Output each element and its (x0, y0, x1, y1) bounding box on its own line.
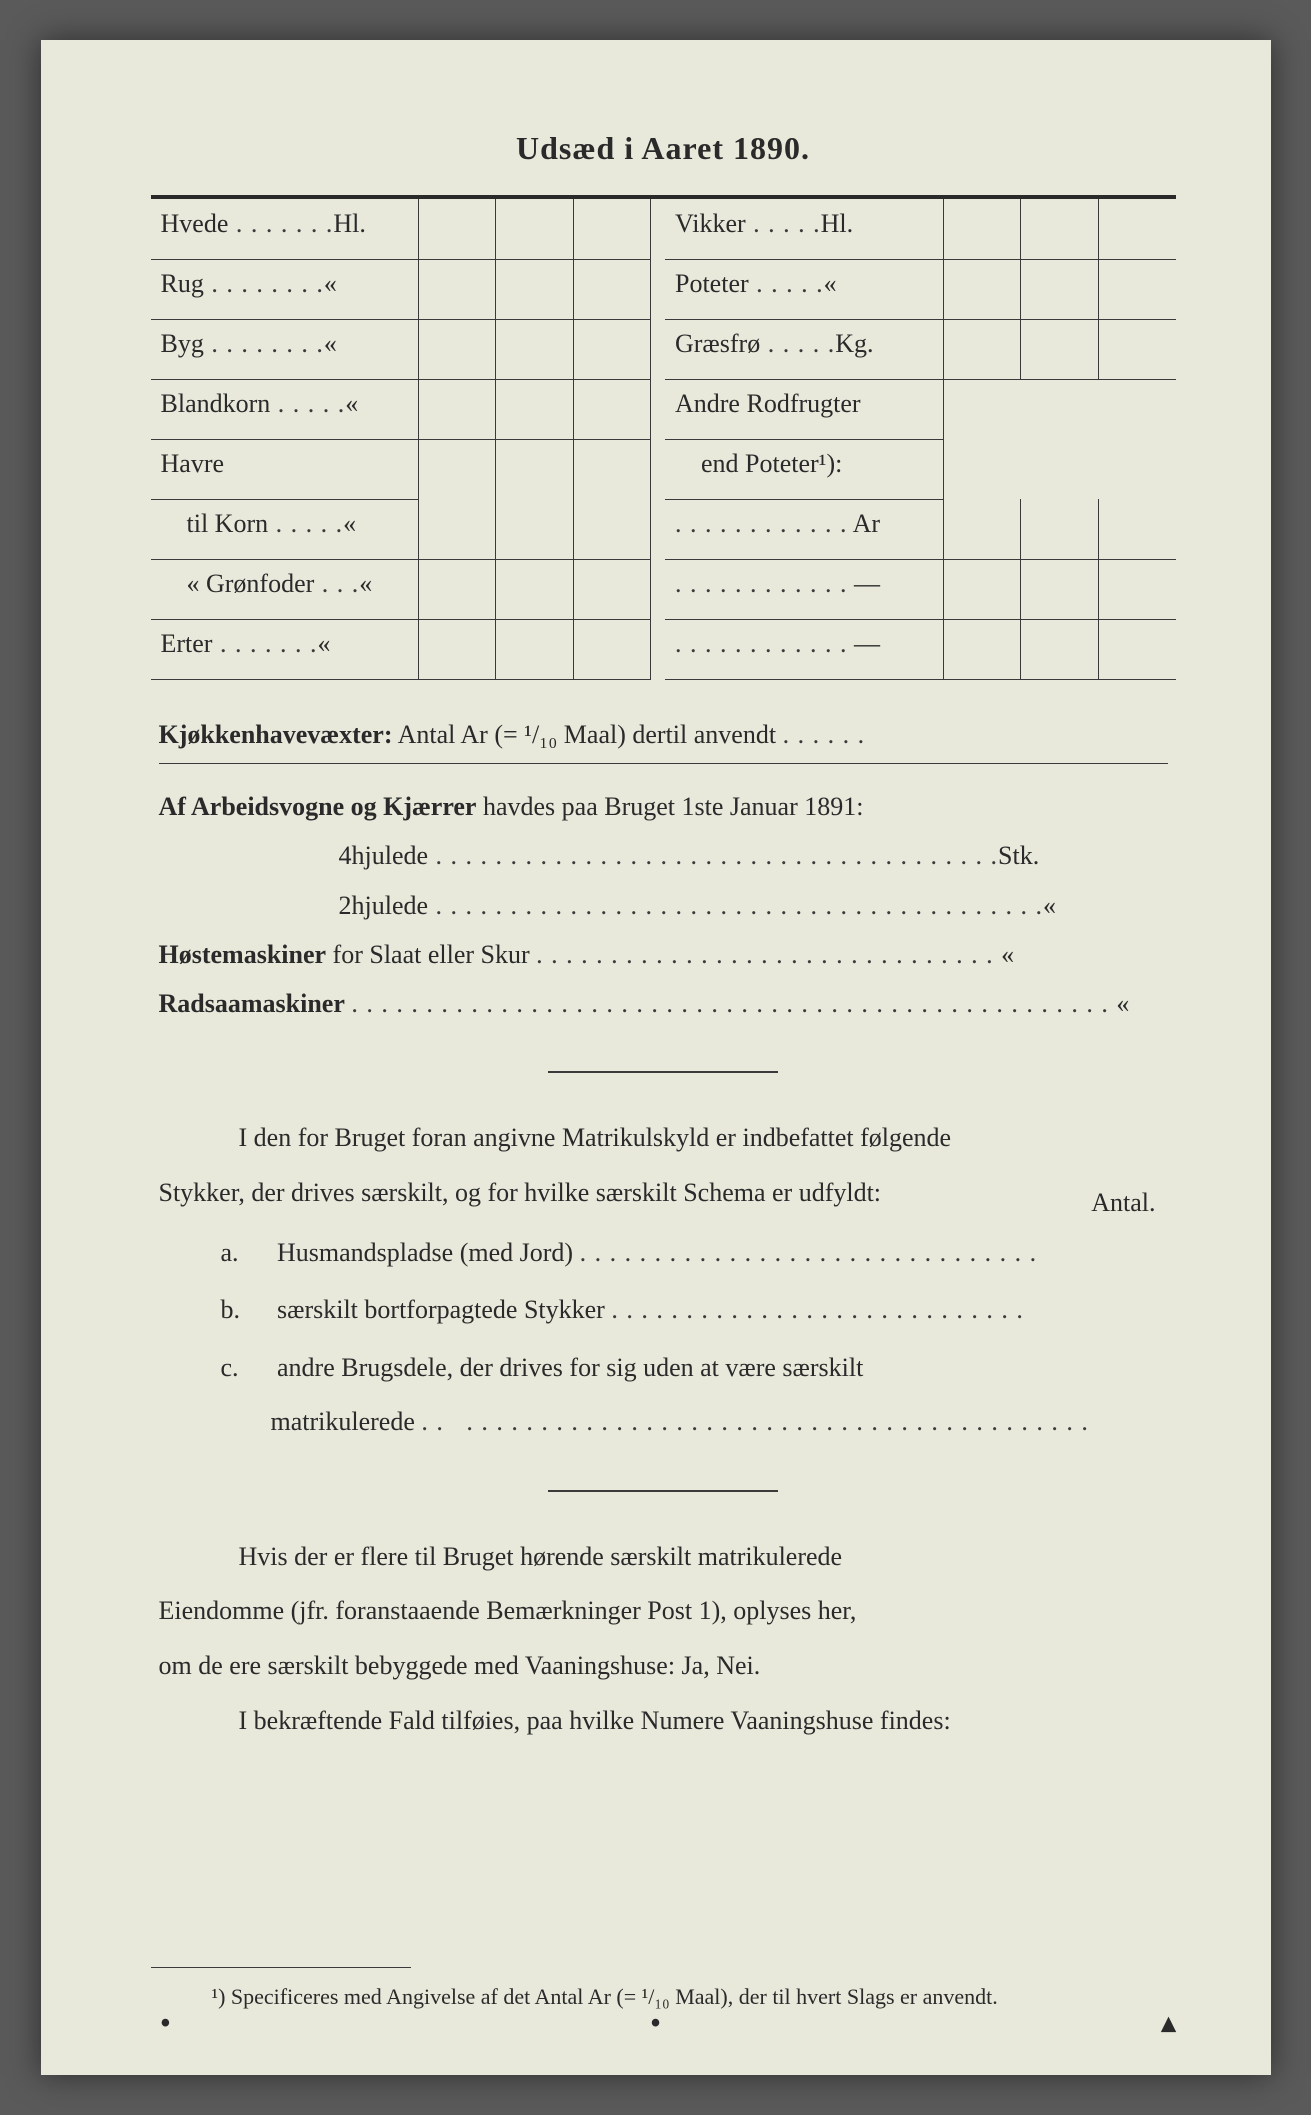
hoste-text: for Slaat eller Skur (333, 940, 530, 969)
para-1a: I den for Bruget foran angivne Matrikuls… (151, 1113, 1176, 1164)
kjokken-text: Antal Ar (= ¹/₁₀ Maal) dertil anvendt (398, 720, 777, 749)
table-row: Erter . . . . . . .« . . . . . . . . . .… (151, 619, 1176, 679)
hjul2-line: 2hjulede . . . . . . . . . . . . . . . .… (159, 881, 1168, 930)
reg-mark-left: • (161, 2008, 171, 2040)
item-b: b. særskilt bortforpagtede Stykker . . .… (151, 1281, 1176, 1338)
hoste-label: Høstemaskiner (159, 940, 327, 969)
arbeids-text: havdes paa Bruget 1ste Januar 1891: (483, 792, 864, 821)
reg-mark-right: ▴ (1161, 2006, 1175, 2040)
section-kjokken: Kjøkkenhavevæxter: Antal Ar (= ¹/₁₀ Maal… (151, 710, 1176, 1029)
table-row: Blandkorn . . . . .«Andre Rodfrugter (151, 379, 1176, 439)
document-page: Udsæd i Aaret 1890. Hvede . . . . . . .H… (41, 40, 1271, 2075)
footnote: ¹) Specificeres med Angivelse af det Ant… (151, 1978, 1176, 2015)
reg-mark-center: • (651, 2008, 661, 2040)
rule (159, 763, 1168, 764)
table-row: til Korn . . . . .« . . . . . . . . . . … (151, 499, 1176, 559)
table-row: Hvede . . . . . . .Hl.Vikker . . . . .Hl… (151, 199, 1176, 259)
item-c-cont: matrikulerede . . . . . . . . . . . . . … (151, 1396, 1176, 1448)
table-row: « Grønfoder . . .« . . . . . . . . . . .… (151, 559, 1176, 619)
item-a: a. Husmandspladse (med Jord) . . . . . .… (151, 1224, 1176, 1281)
footnote-rule (151, 1967, 411, 1968)
table-row: Havre end Poteter¹): (151, 439, 1176, 499)
para-2c: om de ere særskilt bebyggede med Vaaning… (151, 1641, 1176, 1692)
item-c: c. andre Brugsdele, der drives for sig u… (151, 1339, 1176, 1396)
hjul4-line: 4hjulede . . . . . . . . . . . . . . . .… (159, 831, 1168, 880)
divider-1 (548, 1071, 778, 1073)
rad-label: Radsaamaskiner (159, 989, 345, 1018)
para-3: I bekræftende Fald tilføies, paa hvilke … (151, 1696, 1176, 1747)
table-row: Byg . . . . . . . .«Græsfrø . . . . .Kg. (151, 319, 1176, 379)
arbeids-label: Af Arbeidsvogne og Kjærrer (159, 792, 477, 821)
page-title: Udsæd i Aaret 1890. (151, 130, 1176, 167)
crop-table: Hvede . . . . . . .Hl.Vikker . . . . .Hl… (151, 199, 1176, 680)
para-2b: Eiendomme (jfr. foranstaaende Bemærkning… (151, 1586, 1176, 1637)
table-row: Rug . . . . . . . .«Poteter . . . . .« (151, 259, 1176, 319)
para-2a: Hvis der er flere til Bruget hørende sær… (151, 1532, 1176, 1583)
kjokken-label: Kjøkkenhavevæxter: (159, 720, 393, 749)
divider-2 (548, 1490, 778, 1492)
dots: . . . . . . (783, 720, 866, 749)
